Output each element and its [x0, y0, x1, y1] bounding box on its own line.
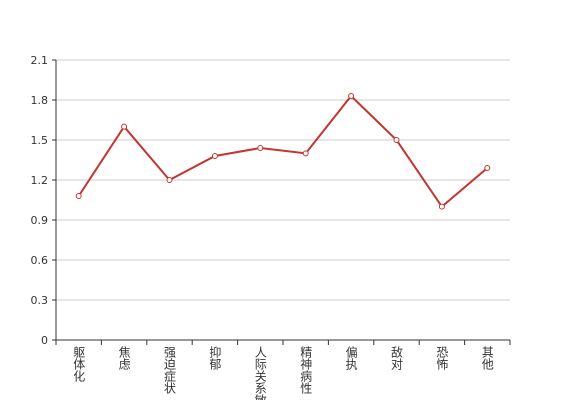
x-tick-label: 其他: [480, 346, 494, 370]
y-tick-label: 1.2: [31, 174, 49, 187]
x-tick-label: 偏执: [344, 345, 358, 371]
y-tick-label: 2.1: [31, 54, 49, 67]
y-tick-label: 0.3: [31, 294, 49, 307]
point: [211, 153, 218, 159]
point: [257, 145, 264, 151]
line: [77, 94, 488, 209]
y-tick-label: 0.9: [31, 214, 49, 227]
point: [348, 93, 355, 99]
x-tick-label: 躯体化: [72, 345, 86, 383]
y-tick-label: 1.8: [31, 94, 49, 107]
point: [75, 193, 82, 199]
point: [484, 165, 491, 171]
x-tick-label: 抑郁: [208, 345, 222, 371]
point: [393, 137, 400, 143]
point: [121, 123, 128, 130]
x-tick-label: 强迫症状: [163, 346, 177, 394]
x-tick-label: 人际关系敏感: [253, 346, 267, 400]
point: [166, 177, 173, 183]
y-tick-label: 0: [41, 334, 48, 347]
point: [302, 150, 309, 157]
x-tick-label: 焦虑: [117, 346, 131, 370]
x-tick-label: 敌对: [390, 345, 404, 370]
x-tick-label: 精神病性: [299, 346, 313, 395]
y-tick-label: 0.6: [31, 254, 49, 267]
y-tick-label: 1.5: [31, 134, 49, 147]
point: [438, 203, 445, 210]
x-tick-label: 恐怖: [435, 346, 449, 370]
